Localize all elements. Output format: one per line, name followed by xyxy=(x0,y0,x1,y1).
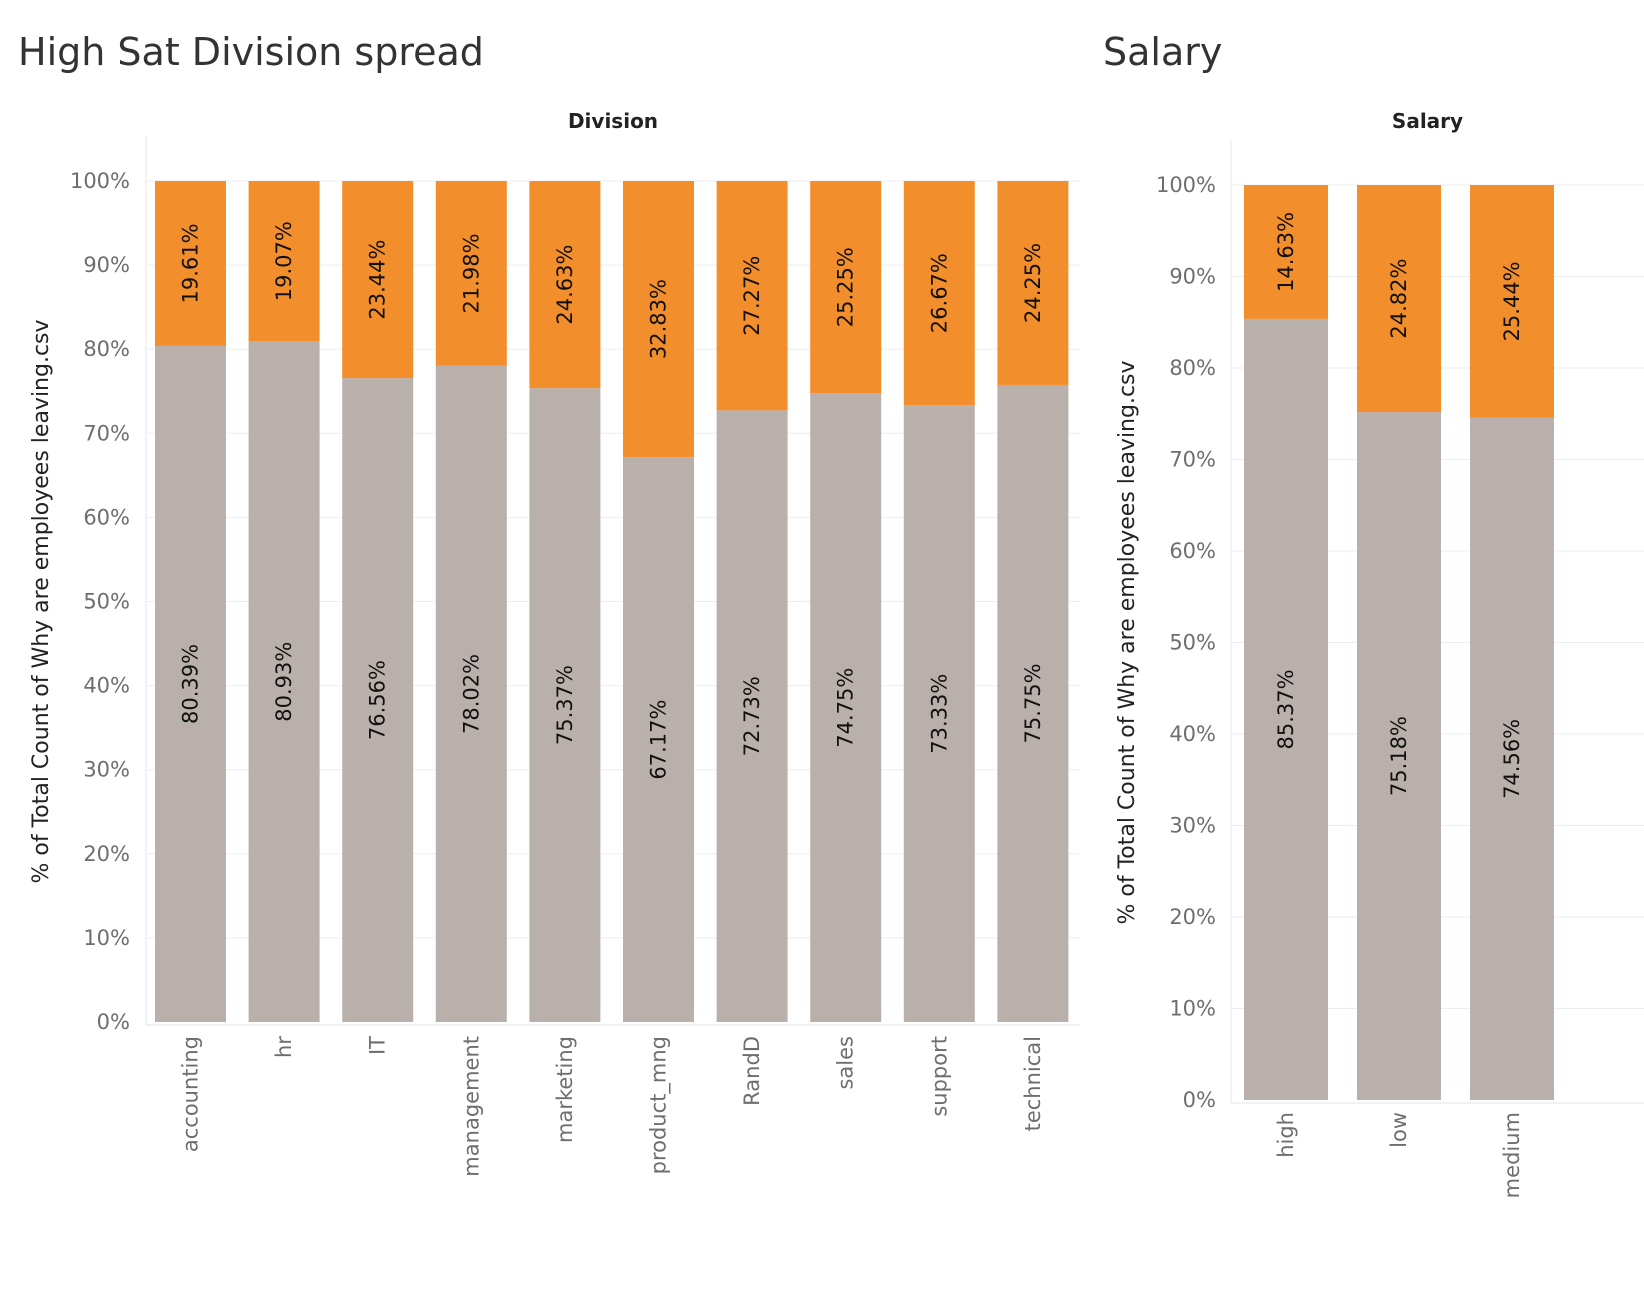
data-label: 78.02% xyxy=(459,654,483,734)
x-category-label: marketing xyxy=(553,1036,577,1143)
x-category-label: support xyxy=(927,1036,951,1117)
y-tick-label: 50% xyxy=(1169,631,1216,655)
data-label: 75.37% xyxy=(553,665,577,745)
data-label: 26.67% xyxy=(927,253,951,333)
data-label: 75.75% xyxy=(1021,663,1045,743)
x-category-label: hr xyxy=(272,1036,296,1058)
data-label: 24.63% xyxy=(553,245,577,325)
bar-segment-stay-low[interactable] xyxy=(1357,412,1441,1100)
data-label: 21.98% xyxy=(459,233,483,313)
data-label: 67.17% xyxy=(647,700,671,780)
bar-segment-stay-sales[interactable] xyxy=(810,393,882,1022)
data-label: 25.25% xyxy=(834,247,858,327)
data-label: 74.75% xyxy=(834,668,858,748)
y-tick-label: 20% xyxy=(83,842,130,866)
y-axis-title: % of Total Count of Why are employees le… xyxy=(1115,360,1140,924)
data-label: 76.56% xyxy=(366,660,390,740)
y-tick-label: 60% xyxy=(83,505,130,529)
column-header: Division xyxy=(568,109,658,133)
bar-segment-leave-technical[interactable] xyxy=(997,181,1069,385)
y-tick-label: 60% xyxy=(1169,539,1216,563)
y-tick-label: 10% xyxy=(1169,997,1216,1021)
data-label: 85.37% xyxy=(1274,669,1298,749)
y-axis-title: % of Total Count of Why are employees le… xyxy=(29,319,54,883)
bar-segment-stay-product_mng[interactable] xyxy=(623,457,694,1022)
y-tick-label: 90% xyxy=(1169,265,1216,289)
x-category-label: accounting xyxy=(179,1036,203,1152)
bar-segment-stay-high[interactable] xyxy=(1244,318,1328,1100)
data-label: 19.61% xyxy=(179,223,203,303)
bar-segment-leave-hr[interactable] xyxy=(248,181,320,342)
y-tick-label: 50% xyxy=(83,590,130,614)
y-tick-label: 90% xyxy=(83,253,130,277)
x-category-label: management xyxy=(459,1036,483,1177)
bar-segment-stay-management[interactable] xyxy=(435,365,507,1022)
bar-segment-leave-RandD[interactable] xyxy=(716,181,788,411)
data-label: 80.93% xyxy=(272,642,296,722)
x-category-label: medium xyxy=(1500,1112,1524,1198)
y-tick-label: 70% xyxy=(83,421,130,445)
y-tick-label: 0% xyxy=(1183,1088,1216,1112)
x-category-label: technical xyxy=(1021,1036,1045,1131)
data-label: 19.07% xyxy=(272,221,296,301)
data-label: 25.44% xyxy=(1500,261,1524,341)
bar-segment-leave-high[interactable] xyxy=(1244,185,1328,319)
bar-segment-stay-hr[interactable] xyxy=(248,341,320,1023)
data-label: 32.83% xyxy=(647,279,671,359)
x-category-label: IT xyxy=(366,1036,390,1055)
y-tick-label: 10% xyxy=(83,926,130,950)
bar-segment-stay-support[interactable] xyxy=(903,405,975,1023)
y-tick-label: 100% xyxy=(70,169,130,193)
y-tick-label: 100% xyxy=(1156,173,1216,197)
x-category-label: high xyxy=(1274,1112,1298,1158)
bar-segment-stay-RandD[interactable] xyxy=(716,410,788,1022)
y-tick-label: 30% xyxy=(83,758,130,782)
data-label: 23.44% xyxy=(366,240,390,320)
column-header: Salary xyxy=(1392,109,1463,133)
data-label: 24.25% xyxy=(1021,243,1045,323)
bar-segment-stay-accounting[interactable] xyxy=(155,345,226,1022)
data-label: 80.39% xyxy=(179,644,203,724)
data-label: 14.63% xyxy=(1274,212,1298,292)
bar-segment-leave-IT[interactable] xyxy=(342,181,414,379)
bar-segment-stay-IT[interactable] xyxy=(342,378,414,1023)
bar-segment-leave-accounting[interactable] xyxy=(155,181,226,346)
data-label: 24.82% xyxy=(1387,259,1411,339)
y-tick-label: 0% xyxy=(97,1010,130,1034)
y-tick-label: 80% xyxy=(83,337,130,361)
x-category-label: low xyxy=(1387,1112,1411,1148)
data-label: 27.27% xyxy=(740,256,764,336)
x-category-label: product_mng xyxy=(647,1036,672,1174)
bar-segment-stay-marketing[interactable] xyxy=(529,388,601,1022)
data-label: 73.33% xyxy=(927,674,951,754)
chart-title-salary: Salary xyxy=(1103,30,1223,74)
y-tick-label: 30% xyxy=(1169,814,1216,838)
bar-segment-leave-support[interactable] xyxy=(903,181,975,406)
bar-segment-stay-technical[interactable] xyxy=(997,384,1069,1022)
salary-chart: 0% 10% 20% 30% 40% 50% 60% 70% 80% 90% 100% Salary%… xyxy=(1115,109,1644,1198)
y-tick-label: 20% xyxy=(1169,905,1216,929)
bar-segment-leave-medium[interactable] xyxy=(1470,185,1554,418)
y-tick-label: 70% xyxy=(1169,448,1216,472)
bar-segment-leave-product_mng[interactable] xyxy=(623,181,694,458)
bar-segment-stay-medium[interactable] xyxy=(1470,417,1554,1100)
division-chart: 0% 10% 20% 30% 40% 50% 60% 70% 80% 90% 100% Divisio… xyxy=(29,109,1080,1177)
x-category-label: sales xyxy=(834,1036,858,1090)
y-tick-label: 80% xyxy=(1169,356,1216,380)
bar-segment-leave-marketing[interactable] xyxy=(529,181,601,389)
data-label: 74.56% xyxy=(1500,719,1524,799)
data-label: 75.18% xyxy=(1387,716,1411,796)
bar-segment-leave-management[interactable] xyxy=(435,181,507,366)
x-category-label: RandD xyxy=(740,1036,764,1106)
y-tick-label: 40% xyxy=(83,674,130,698)
y-tick-label: 40% xyxy=(1169,722,1216,746)
data-label: 72.73% xyxy=(740,676,764,756)
bar-segment-leave-low[interactable] xyxy=(1357,185,1441,413)
bar-segment-leave-sales[interactable] xyxy=(810,181,882,394)
chart-title-division: High Sat Division spread xyxy=(18,30,484,74)
